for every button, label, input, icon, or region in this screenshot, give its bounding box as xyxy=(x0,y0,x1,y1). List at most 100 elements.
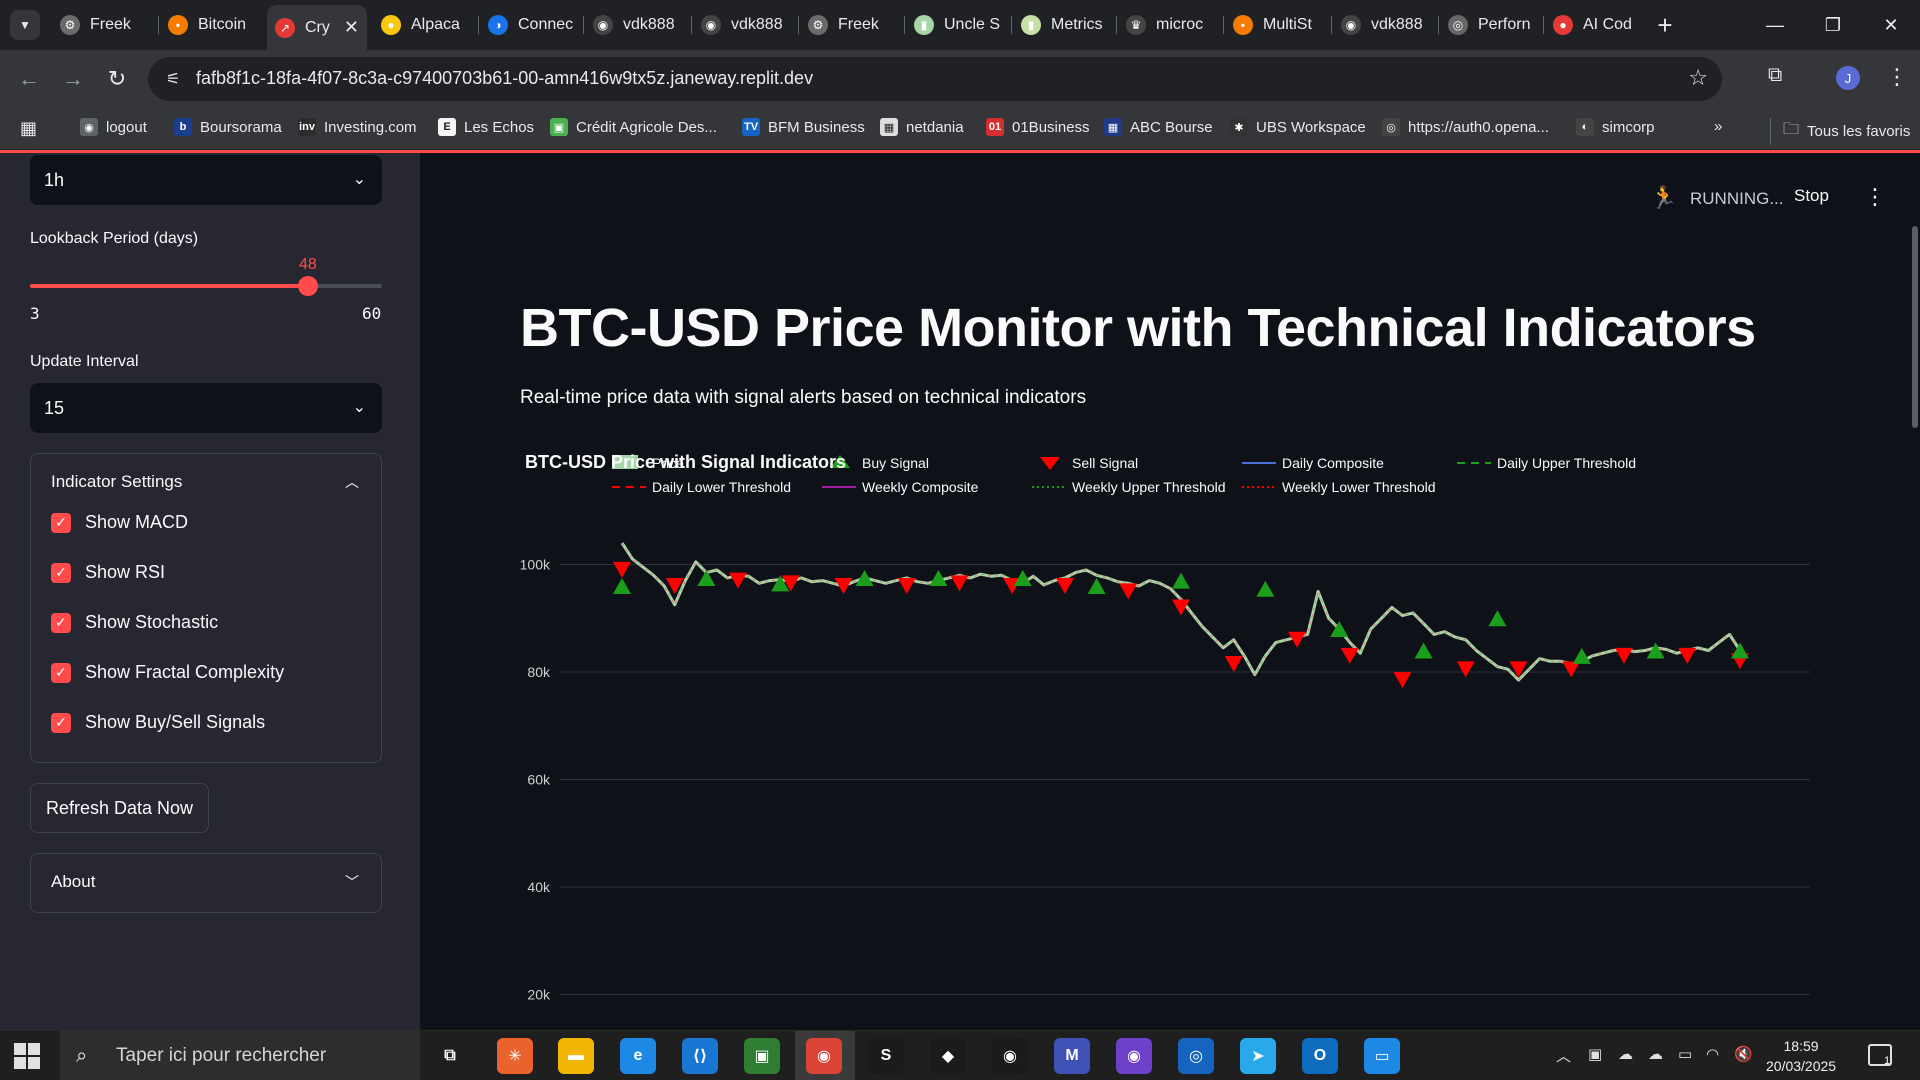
reload-button[interactable]: ↻ xyxy=(102,64,132,94)
update-interval-select[interactable]: 15 ⌄ xyxy=(30,383,382,433)
bookmark-item[interactable]: ▦ ABC Bourse xyxy=(1104,118,1213,136)
browser-tab[interactable]: ◎ Perforn xyxy=(1440,7,1538,43)
indicator-checkbox-row[interactable]: ✓ Show RSI xyxy=(51,562,165,583)
address-bar[interactable]: ⚟ fafb8f1c-18fa-4f07-8c3a-c97400703b61-0… xyxy=(148,57,1722,101)
minimize-button[interactable]: — xyxy=(1750,8,1800,42)
bookmark-item[interactable]: b Boursorama xyxy=(174,118,282,136)
bookmark-item[interactable]: ◎ https://auth0.opena... xyxy=(1382,118,1549,136)
about-title[interactable]: About xyxy=(51,872,96,891)
browser-tab[interactable]: ▮ Metrics xyxy=(1013,7,1111,43)
notifications-icon[interactable] xyxy=(1868,1044,1892,1066)
bookmark-item[interactable]: ✱ UBS Workspace xyxy=(1230,118,1366,136)
cloud-icon[interactable]: ☁ xyxy=(1648,1046,1663,1063)
bookmark-favicon: ▦ xyxy=(1104,118,1122,136)
bookmark-item[interactable]: TV BFM Business xyxy=(742,118,865,136)
browser-tab[interactable]: ▮ Uncle S xyxy=(906,7,1004,43)
bookmark-star-icon[interactable]: ☆ xyxy=(1688,65,1708,90)
github-icon[interactable]: ◉ xyxy=(992,1038,1028,1074)
cloud-icon[interactable]: ☁ xyxy=(1618,1046,1633,1063)
bookmark-item[interactable]: ◐ simcorp xyxy=(1576,118,1655,136)
bookmark-item[interactable]: inv Investing.com xyxy=(298,118,417,136)
browser-tab[interactable]: ◉ vdk888 xyxy=(585,7,685,43)
camera-icon[interactable]: ▣ xyxy=(1588,1046,1603,1063)
close-window-button[interactable]: ✕ xyxy=(1866,8,1916,42)
lookback-slider[interactable] xyxy=(30,276,382,296)
bookmark-item[interactable]: 01 01Business xyxy=(986,118,1090,136)
checkbox-checked-icon[interactable]: ✓ xyxy=(51,612,71,633)
chart-svg[interactable]: 100k 80k 60k 40k 20k Price Buy Signal Sell Sign… xyxy=(510,430,1820,1030)
bookmark-item[interactable]: ▣ Crédit Agricole Des... xyxy=(550,118,717,136)
url-text[interactable]: fafb8f1c-18fa-4f07-8c3a-c97400703b61-00-… xyxy=(196,68,814,88)
tab-search-button[interactable]: ▼ xyxy=(10,10,40,40)
task-view-icon[interactable]: ⧉ xyxy=(444,1047,456,1064)
new-tab-button[interactable]: + xyxy=(1657,9,1673,40)
checkbox-checked-icon[interactable]: ✓ xyxy=(51,662,71,683)
browser-tab[interactable]: ▪ Bitcoin xyxy=(160,7,258,43)
tray-chevron-up-icon[interactable]: ︿ xyxy=(1556,1048,1572,1065)
browser-tab[interactable]: ● AI Cod xyxy=(1545,7,1645,43)
app-cube-icon[interactable]: ◆ xyxy=(930,1038,966,1074)
app-asterisk-icon[interactable]: ✳ xyxy=(497,1038,533,1074)
browser-tab[interactable]: ⚙ Freek xyxy=(52,7,152,43)
browser-tab[interactable]: ◑ Connec xyxy=(480,7,578,43)
bookmark-item[interactable]: ◉ logout xyxy=(80,118,147,136)
app-swirl-icon[interactable]: ◎ xyxy=(1178,1038,1214,1074)
lookback-slider-handle[interactable] xyxy=(297,276,318,296)
price-chart[interactable]: BTC-USD Price with Signal Indicators 100… xyxy=(510,430,1820,1030)
buy-signal-marker xyxy=(1572,647,1591,664)
all-bookmarks-folder[interactable]: 🗀 Tous les favoris xyxy=(1770,118,1910,145)
taskbar-search[interactable]: ⌕ Taper ici pour rechercher xyxy=(60,1031,420,1080)
close-tab-icon[interactable]: ✕ xyxy=(343,17,359,37)
checkbox-checked-icon[interactable]: ✓ xyxy=(51,712,71,733)
checkbox-checked-icon[interactable]: ✓ xyxy=(51,562,71,583)
refresh-data-button[interactable]: Refresh Data Now xyxy=(30,783,210,833)
browser-tab[interactable]: ↗ Cry ✕ xyxy=(267,5,367,50)
bookmarks-overflow-button[interactable]: » xyxy=(1714,118,1723,135)
telegram-icon[interactable]: ➤ xyxy=(1240,1038,1276,1074)
chevron-down-icon[interactable]: ﹀ xyxy=(345,874,359,890)
speaker-muted-icon[interactable]: 🔇 xyxy=(1734,1046,1753,1063)
timeframe-select[interactable]: 1h ⌄ xyxy=(30,155,382,205)
browser-tab[interactable]: ⚙ Freek xyxy=(800,7,898,43)
indicator-checkbox-row[interactable]: ✓ Show Fractal Complexity xyxy=(51,662,284,683)
restore-button[interactable]: ❐ xyxy=(1808,8,1858,42)
windows-start-icon[interactable] xyxy=(14,1043,40,1069)
browser-menu-icon[interactable]: ⋮ xyxy=(1886,64,1908,89)
app-menu-icon[interactable]: ⋮ xyxy=(1864,184,1886,209)
microsoft365-icon[interactable]: M xyxy=(1054,1038,1090,1074)
chrome-icon[interactable]: ◉ xyxy=(806,1038,842,1074)
about-expander[interactable]: About ﹀ xyxy=(30,853,382,913)
browser-tab[interactable]: ▪ MultiSt xyxy=(1225,7,1325,43)
indicator-checkbox-row[interactable]: ✓ Show Stochastic xyxy=(51,612,218,633)
github-desktop-icon[interactable]: ◉ xyxy=(1116,1038,1152,1074)
file-explorer-icon[interactable]: ▬ xyxy=(558,1038,594,1074)
chevron-up-icon[interactable]: ︿ xyxy=(345,474,359,490)
remote-desktop-icon[interactable]: ▭ xyxy=(1364,1038,1400,1074)
main-scrollbar[interactable] xyxy=(1912,226,1918,428)
browser-tab[interactable]: ◉ vdk888 xyxy=(1333,7,1433,43)
browser-tab[interactable]: ♛ microc xyxy=(1118,7,1218,43)
taskbar-clock[interactable]: 18:59 20/03/2025 xyxy=(1766,1036,1836,1076)
browser-tab[interactable]: ◉ vdk888 xyxy=(693,7,793,43)
site-info-icon[interactable]: ⚟ xyxy=(165,71,181,88)
outlook-icon[interactable]: O xyxy=(1302,1038,1338,1074)
indicator-checkbox-row[interactable]: ✓ Show MACD xyxy=(51,512,188,533)
extensions-icon[interactable]: ⧉ xyxy=(1768,64,1783,86)
terminal-app-icon[interactable]: ▣ xyxy=(744,1038,780,1074)
apps-grid-icon[interactable]: ▦ xyxy=(20,118,38,138)
edge-icon[interactable]: e xyxy=(620,1038,656,1074)
indicator-checkbox-row[interactable]: ✓ Show Buy/Sell Signals xyxy=(51,712,265,733)
stop-button[interactable]: Stop xyxy=(1794,186,1829,205)
wifi-icon[interactable]: ◠ xyxy=(1706,1046,1720,1063)
indicator-settings-title[interactable]: Indicator Settings xyxy=(51,472,183,491)
forward-button[interactable]: → xyxy=(58,64,88,94)
checkbox-checked-icon[interactable]: ✓ xyxy=(51,512,71,533)
bookmark-item[interactable]: E Les Echos xyxy=(438,118,534,136)
battery-icon[interactable]: ▭ xyxy=(1678,1046,1693,1063)
profile-avatar[interactable]: J xyxy=(1836,66,1860,90)
browser-tab[interactable]: ● Alpaca xyxy=(373,7,471,43)
back-button[interactable]: ← xyxy=(14,64,44,94)
vscode-icon[interactable]: ⟨⟩ xyxy=(682,1038,718,1074)
bookmark-item[interactable]: ▦ netdania xyxy=(880,118,964,136)
app-s-icon[interactable]: S xyxy=(868,1038,904,1074)
